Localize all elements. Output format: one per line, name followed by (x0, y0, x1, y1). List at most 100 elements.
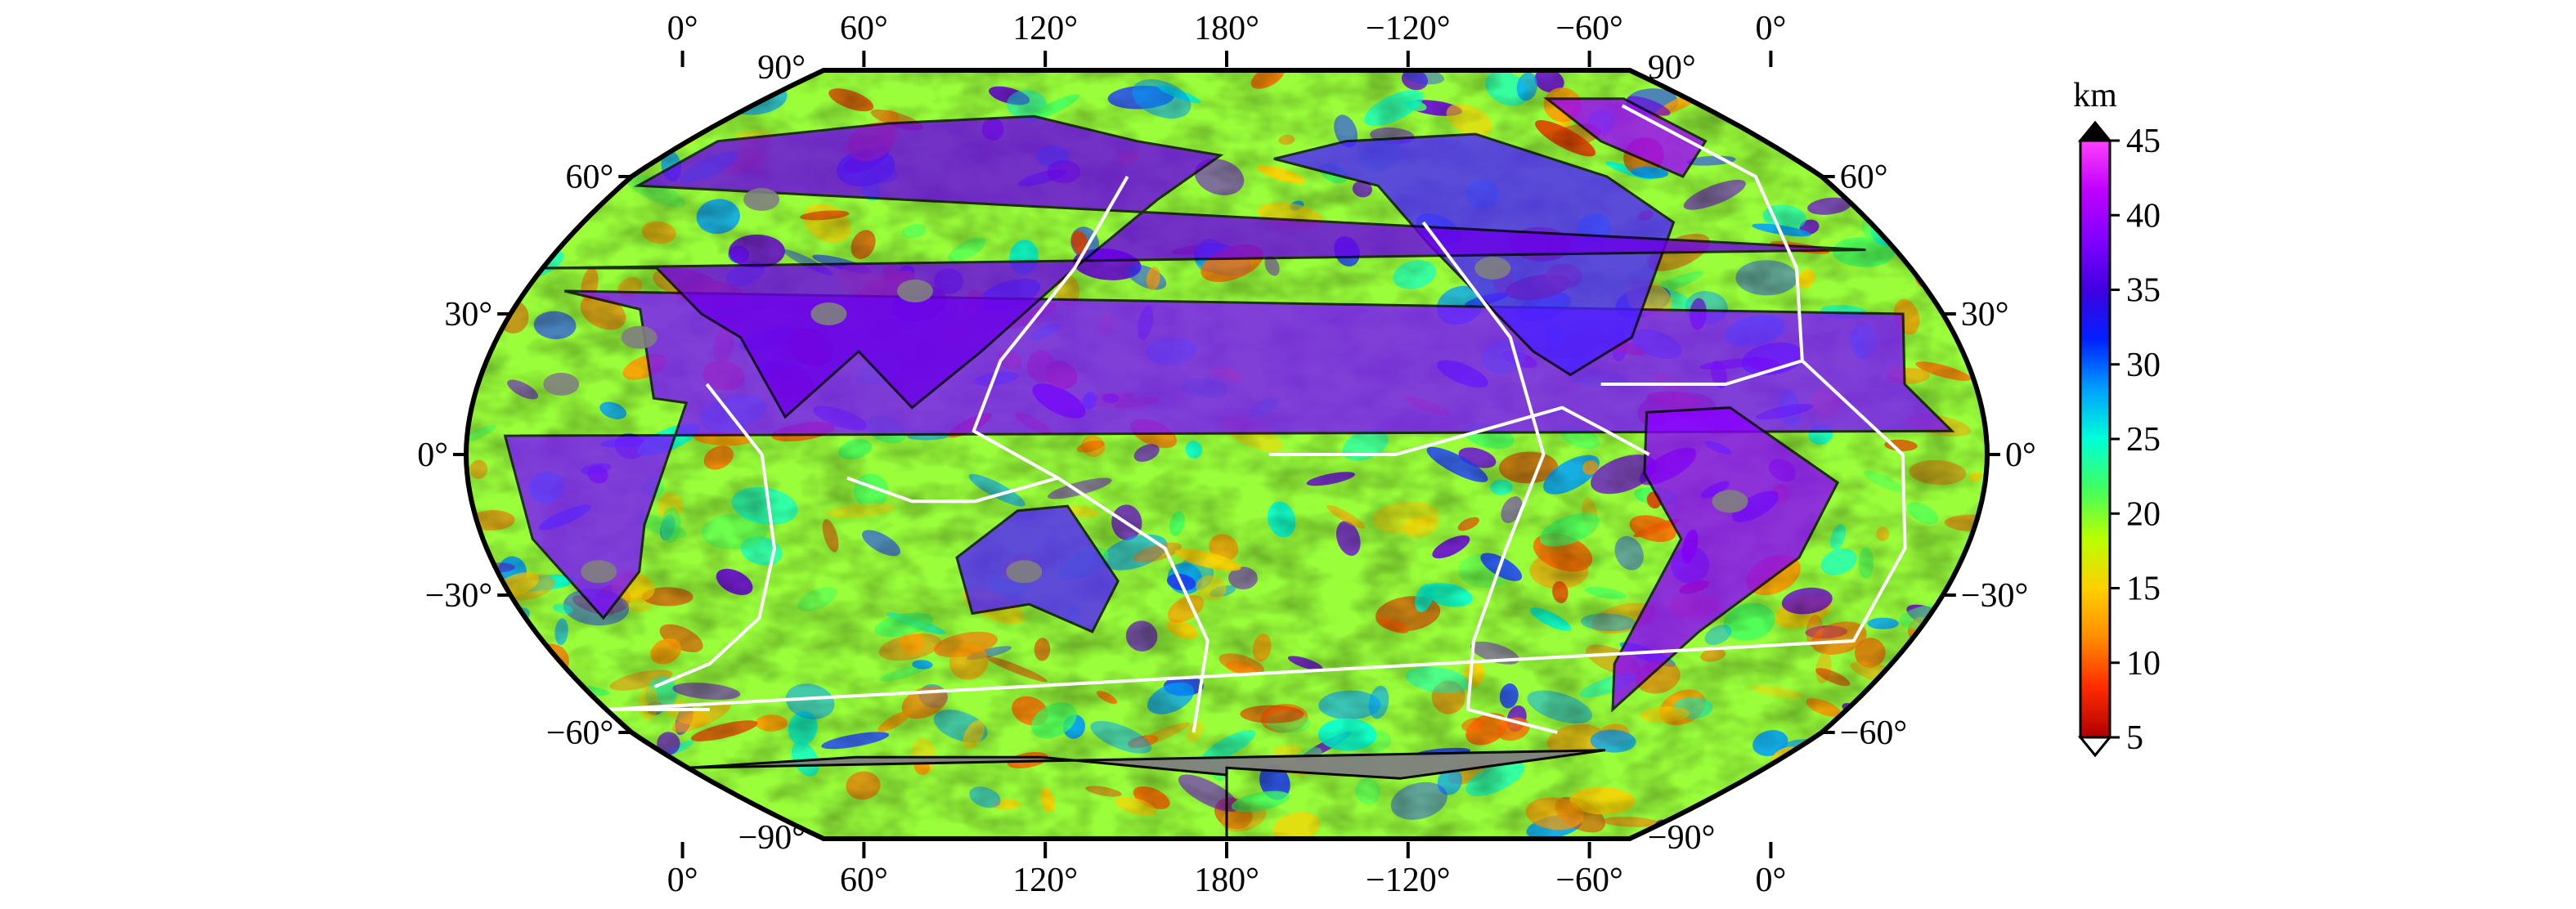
colorbar-tick-label: 20 (2126, 495, 2161, 533)
thickness-patch (482, 110, 502, 136)
thickness-patch (1938, 629, 1955, 664)
colorbar: km 45 40 35 30 25 20 15 10 5 (2073, 77, 2161, 758)
right-latitude-labels: 90° 60° 30° 0° −30° −60° −90° (1648, 49, 2036, 857)
thickness-patch (1746, 820, 1765, 832)
top-lon-label: 0° (667, 10, 698, 47)
thickness-patch (1903, 758, 1926, 784)
thickness-patch (1890, 111, 1945, 149)
right-lat-label: −60° (1840, 714, 1907, 752)
no-data-patch (621, 325, 657, 349)
thickness-patch (1932, 696, 1970, 720)
plate-boundary-line (1600, 359, 1803, 386)
no-data-patch (743, 188, 780, 211)
eurasia-landmass (542, 114, 1866, 419)
top-lon-label: 120° (1012, 10, 1078, 47)
colorbar-tick-label: 30 (2126, 347, 2161, 384)
right-lat-label: 60° (1840, 159, 1888, 196)
thickness-patch (1913, 736, 1945, 755)
thickness-patch (505, 178, 551, 202)
thickness-patch (1821, 755, 1864, 794)
right-lat-label: −30° (1961, 577, 2028, 615)
thickness-patch (1941, 231, 1968, 257)
left-latitude-labels: 90° 60° 30° 0° −30° −60° −90° (417, 49, 806, 857)
colorbar-tick-label: 10 (2126, 645, 2161, 683)
plate-boundaries (604, 104, 1907, 734)
colorbar-tick-label: 5 (2126, 719, 2143, 757)
right-lat-label: −90° (1648, 819, 1715, 857)
south-america-landmass (1611, 406, 1840, 713)
graticule-ticks (453, 51, 2000, 858)
thickness-patch (1923, 204, 1965, 240)
top-lon-label: 60° (840, 10, 888, 47)
left-lat-label: 90° (757, 49, 806, 87)
plate-boundary-line (846, 476, 1059, 504)
colorbar-gradient (2079, 139, 2112, 739)
colorbar-tick-label: 25 (2126, 421, 2161, 459)
plate-boundary-line (604, 104, 1907, 711)
top-lon-label: 0° (1756, 10, 1787, 47)
no-data-patch (543, 373, 580, 396)
thickness-patch (467, 638, 500, 666)
thickness-patch (1914, 662, 1936, 692)
thickness-patch (505, 186, 549, 213)
colorbar-tick-label: 40 (2126, 197, 2161, 235)
left-lat-label: 30° (444, 296, 492, 334)
no-data-patch (1474, 257, 1511, 280)
thickness-patch (466, 132, 514, 170)
bottom-lon-label: 60° (840, 862, 888, 899)
left-lat-label: −30° (425, 577, 492, 615)
bottom-lon-label: −60° (1555, 862, 1622, 899)
colorbar-bottom-triangle (2077, 736, 2113, 758)
top-lon-label: −120° (1366, 10, 1450, 47)
no-data-patch (1712, 490, 1748, 513)
map-frame (463, 68, 1990, 841)
thickness-patch (528, 795, 549, 808)
africa-landmass (503, 289, 1955, 620)
thickness-patch (1938, 701, 1987, 737)
world-map: 0° 60° 120° 180° −120° −60° 0° 0° 60° 120° 180° −1… (417, 10, 2036, 899)
colorbar-ticks: 45 40 35 30 25 20 15 10 5 (2110, 123, 2161, 757)
thickness-patch (1923, 70, 1950, 91)
left-lat-label: −90° (738, 819, 806, 857)
left-lat-label: 60° (566, 159, 614, 196)
thickness-patch (1860, 755, 1916, 781)
bottom-lon-label: 120° (1012, 862, 1078, 899)
top-longitude-labels: 0° 60° 120° 180° −120° −60° 0° (667, 10, 1787, 47)
bottom-lon-label: 0° (667, 862, 698, 899)
thickness-patch (1921, 811, 1936, 839)
thickness-patch (1846, 114, 1889, 151)
thickness-patch (482, 789, 503, 817)
thickness-patch (1939, 732, 1987, 763)
thickness-patch (482, 162, 507, 191)
thickness-patch (495, 700, 542, 736)
right-lat-label: 30° (1961, 296, 2009, 334)
thickness-patch (1847, 70, 1882, 90)
colorbar-tick-label: 35 (2126, 272, 2161, 310)
top-lon-label: −60° (1555, 10, 1622, 47)
no-data-patch (1006, 560, 1043, 584)
colorbar-unit: km (2073, 77, 2117, 114)
thickness-patch (617, 73, 679, 113)
greenland-landmass (1543, 97, 1708, 178)
continental-crust (503, 97, 1955, 839)
bottom-longitude-labels: 0° 60° 120° 180° −120° −60° 0° (667, 862, 1787, 899)
plate-boundary-line (653, 383, 776, 688)
thickness-patch (1745, 97, 1766, 122)
left-lat-label: −60° (546, 714, 613, 752)
left-lat-label: 0° (417, 437, 448, 474)
thickness-patch (1934, 719, 1965, 752)
bottom-lon-label: −120° (1366, 862, 1450, 899)
thickness-patch (473, 732, 538, 770)
thickness-patch (1910, 200, 1932, 229)
antarctica-landmass (688, 749, 1606, 839)
thickness-patch (636, 780, 677, 802)
colorbar-tick-label: 15 (2126, 571, 2161, 608)
plate-boundary-line (1421, 221, 1558, 734)
colorbar-top-triangle (2077, 120, 2113, 142)
top-lon-label: 180° (1194, 10, 1259, 47)
no-data-patch (581, 560, 617, 584)
thickness-patch (587, 786, 653, 815)
no-data-patch (810, 302, 847, 325)
no-data-patch (897, 280, 933, 302)
